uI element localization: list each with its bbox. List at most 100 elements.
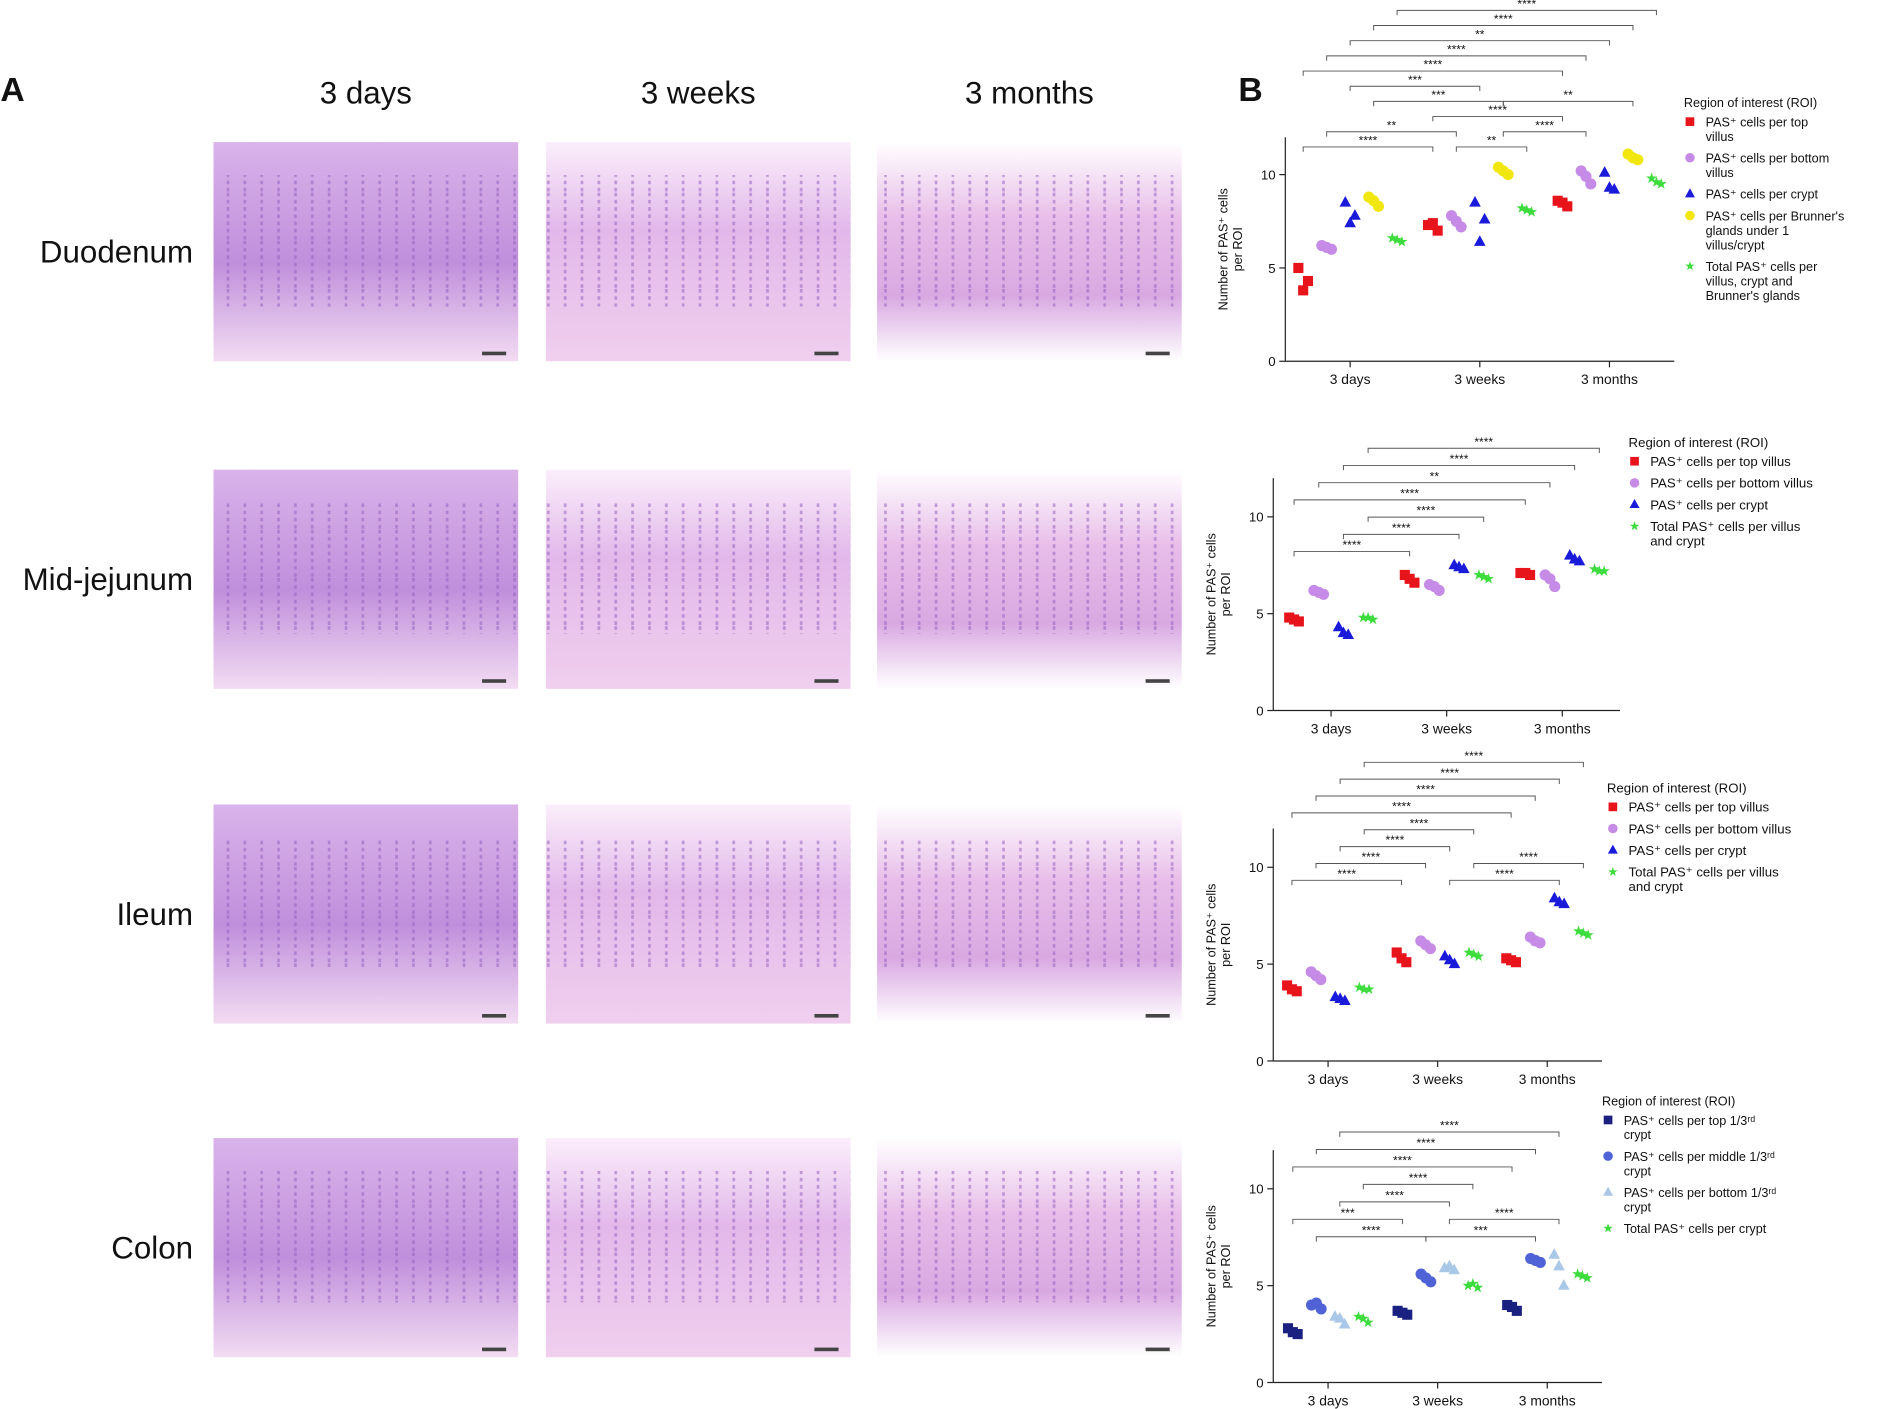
data-point [1463, 946, 1475, 958]
scale-bar [1145, 1013, 1170, 1018]
significance-label: **** [1416, 783, 1435, 797]
data-point [1497, 165, 1509, 177]
data-point [1386, 232, 1398, 243]
legend-marker [1603, 1186, 1614, 1196]
significance-label: ** [1563, 88, 1573, 102]
significance-bracket [1342, 464, 1576, 471]
data-point [1404, 573, 1415, 584]
legend-marker [1608, 866, 1618, 876]
data-point [1469, 196, 1481, 207]
legend-title: Region of interest (ROI) [1684, 96, 1817, 110]
y-label-line: Number of PAS⁺ cells [1204, 884, 1218, 1006]
data-point [1557, 197, 1568, 208]
legend-label: PAS⁺ cells per bottom villus [1706, 152, 1830, 180]
panel-label: B [1238, 71, 1262, 109]
y-tick-label: 0 [1256, 1054, 1263, 1069]
scale-bar [814, 1347, 839, 1352]
significance-bracket [1349, 85, 1481, 92]
data-point [1646, 172, 1658, 184]
data-point [1321, 241, 1333, 253]
y-tick-label: 10 [1249, 510, 1264, 525]
significance-label: **** [1440, 1119, 1459, 1133]
legend-label: Total PAS⁺ cells per villus and crypt [1650, 519, 1801, 548]
significance-label: **** [1474, 435, 1493, 449]
data-point [1553, 1259, 1565, 1271]
scale-bar [482, 679, 507, 683]
legend-label: PAS⁺ cells per crypt [1629, 843, 1747, 858]
significance-label: *** [1341, 1206, 1355, 1220]
data-point [1298, 285, 1309, 296]
data-point [1313, 586, 1325, 598]
legend-marker [1607, 844, 1618, 854]
significance-bracket [1293, 499, 1526, 505]
data-point [1506, 955, 1517, 966]
legend-marker [1629, 521, 1640, 531]
histology-image [545, 469, 851, 689]
scale-bar [1145, 351, 1170, 356]
legend-label: PAS⁺ cells per top villus [1629, 800, 1770, 815]
scale-bar [482, 351, 507, 356]
data-point [1427, 218, 1438, 229]
chart: 0 5 10 3 days 3 weeks 3 months Number of PAS⁺ … [1217, 0, 1845, 387]
data-point [1577, 927, 1589, 938]
data-point [1478, 571, 1490, 582]
data-point [1362, 611, 1374, 623]
row-label: Ileum [117, 897, 194, 932]
data-point [1368, 195, 1380, 207]
data-point [1453, 560, 1465, 572]
data-point [1598, 166, 1611, 177]
legend: Region of interest (ROI) PAS⁺ cells per t… [1684, 96, 1844, 303]
data-point [1557, 1279, 1570, 1290]
data-point [1432, 225, 1443, 236]
scale-bar [482, 1013, 507, 1018]
significance-bracket [1339, 1201, 1450, 1207]
data-point [1462, 1279, 1474, 1291]
panel-a: A 3 days 3 weeks 3 months Duodenum Mid-jejunu… [0, 71, 1182, 1358]
data-point [1529, 1254, 1542, 1267]
data-point [1391, 234, 1403, 245]
legend-marker [1685, 117, 1695, 126]
data-point [1357, 611, 1369, 623]
significance-label: **** [1417, 1136, 1436, 1150]
legend-marker [1685, 152, 1695, 163]
data-point [1332, 620, 1345, 632]
x-tick-label: 3 months [1519, 1071, 1576, 1087]
y-axis-label: Number of PAS⁺ cells per ROI [1204, 1205, 1232, 1327]
significance-bracket [1293, 551, 1411, 557]
data-point [1450, 215, 1462, 227]
significance-bracket [1425, 1236, 1536, 1242]
y-label-line: Number of PAS⁺ cells [1204, 533, 1218, 655]
significance-bracket [1373, 25, 1634, 31]
histology-image [545, 142, 851, 362]
legend-marker [1685, 261, 1695, 271]
legend-title: Region of interest (ROI) [1607, 780, 1747, 795]
scale-bar [814, 679, 839, 683]
data-point [1293, 262, 1304, 274]
y-axis-label: Number of PAS⁺ cells per ROI [1204, 533, 1232, 655]
significance-label: **** [1362, 1223, 1381, 1237]
x-tick-label: 3 months [1519, 1392, 1576, 1408]
significance-label: **** [1495, 1206, 1514, 1220]
legend-marker [1630, 456, 1639, 466]
legend-label: PAS⁺ cells per bottom villus [1629, 821, 1792, 836]
significance-bracket [1373, 100, 1504, 107]
significance-label: *** [1431, 88, 1445, 102]
significance-bracket [1367, 447, 1600, 454]
legend: Region of interest (ROI) PAS⁺ cells per t… [1602, 1095, 1776, 1237]
y-tick-label: 5 [1268, 261, 1275, 276]
column-label: 3 days [320, 76, 412, 111]
y-tick-label: 0 [1256, 703, 1263, 718]
legend-label: PAS⁺ cells per top 1/3ʳᵈ crypt [1624, 1114, 1756, 1142]
data-point [1333, 1312, 1346, 1323]
data-point [1420, 1272, 1432, 1284]
data-point [1362, 1316, 1374, 1328]
legend-marker [1629, 478, 1640, 488]
legend-label: PAS⁺ cells per Brunner's glands under 1 vi… [1706, 209, 1845, 252]
histology-image [213, 469, 519, 689]
x-tick-label: 3 weeks [1454, 371, 1505, 387]
significance-label: **** [1400, 486, 1419, 500]
data-point [1580, 170, 1592, 183]
panel-label: A [0, 71, 24, 109]
significance-label: ** [1487, 134, 1497, 148]
data-point [1520, 567, 1531, 579]
